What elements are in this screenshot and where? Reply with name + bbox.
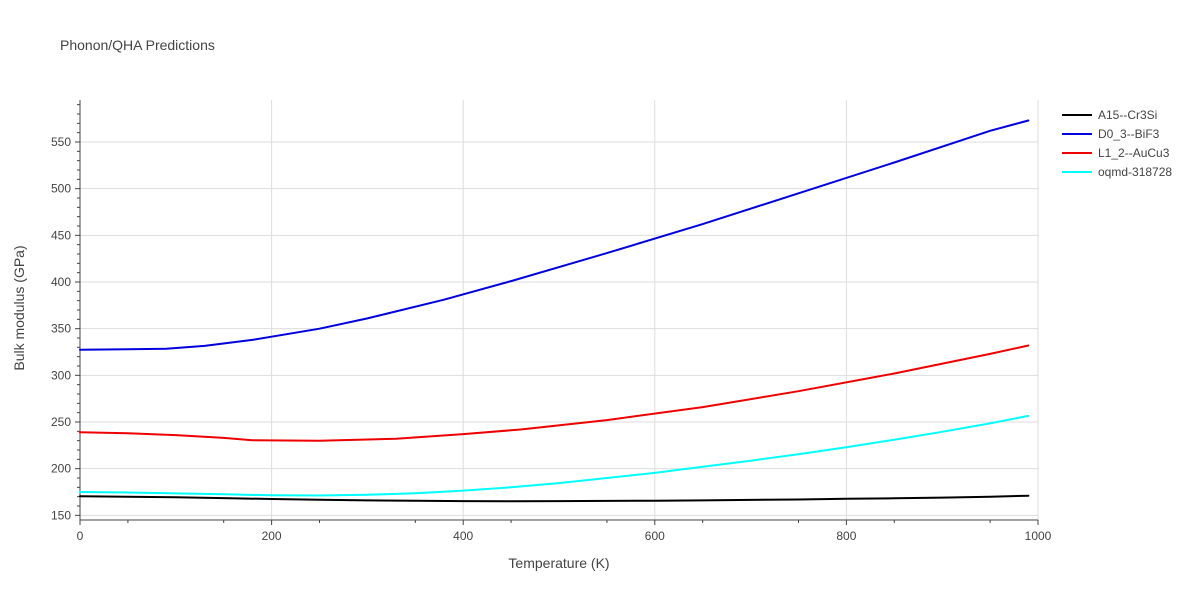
chart-title: Phonon/QHA Predictions [60,37,215,53]
x-tick-label: 400 [453,529,473,543]
legend-item-oqmd-318728[interactable]: oqmd-318728 [1062,165,1172,179]
y-tick-label: 300 [51,368,71,382]
y-tick-label: 200 [51,462,71,476]
y-tick-label: 550 [51,135,71,149]
y-tick-label: 150 [51,508,71,522]
axis-layer: 0 200 400 600 800 1000 150 200 250 300 350 400 450 50… [51,100,1052,543]
series-line-L1_2--AuCu3 [79,344,1030,442]
x-axis-title: Temperature (K) [508,555,609,571]
legend-item-D0_3--BiF3[interactable]: D0_3--BiF3 [1062,127,1160,141]
y-tick-label: 450 [51,228,71,242]
x-tick-label: 0 [77,529,84,543]
y-axis-title: Bulk modulus (GPa) [11,245,27,370]
legend-item-L1_2--AuCu3[interactable]: L1_2--AuCu3 [1062,146,1170,160]
series-line-A15--Cr3Si [79,494,1030,503]
x-tick-label: 800 [836,529,856,543]
legend-item-A15--Cr3Si[interactable]: A15--Cr3Si [1062,108,1157,122]
y-tick-label: 250 [51,415,71,429]
y-tick-label: 350 [51,322,71,336]
legend[interactable]: A15--Cr3Si D0_3--BiF3 L1_2--AuCu3 oqmd-3187… [1062,108,1172,179]
grid-layer [80,100,1039,520]
x-tick-label: 1000 [1025,529,1052,543]
legend-label: L1_2--AuCu3 [1098,146,1170,160]
legend-label: oqmd-318728 [1098,165,1172,179]
legend-label: A15--Cr3Si [1098,108,1157,122]
y-tick-label: 500 [51,182,71,196]
series-line-D0_3--BiF3 [79,119,1030,351]
y-tick-label: 400 [51,275,71,289]
x-tick-label: 600 [645,529,665,543]
series-line-oqmd-318728 [79,414,1030,497]
series-layer [79,119,1030,503]
x-tick-label: 200 [262,529,282,543]
legend-label: D0_3--BiF3 [1098,127,1160,141]
